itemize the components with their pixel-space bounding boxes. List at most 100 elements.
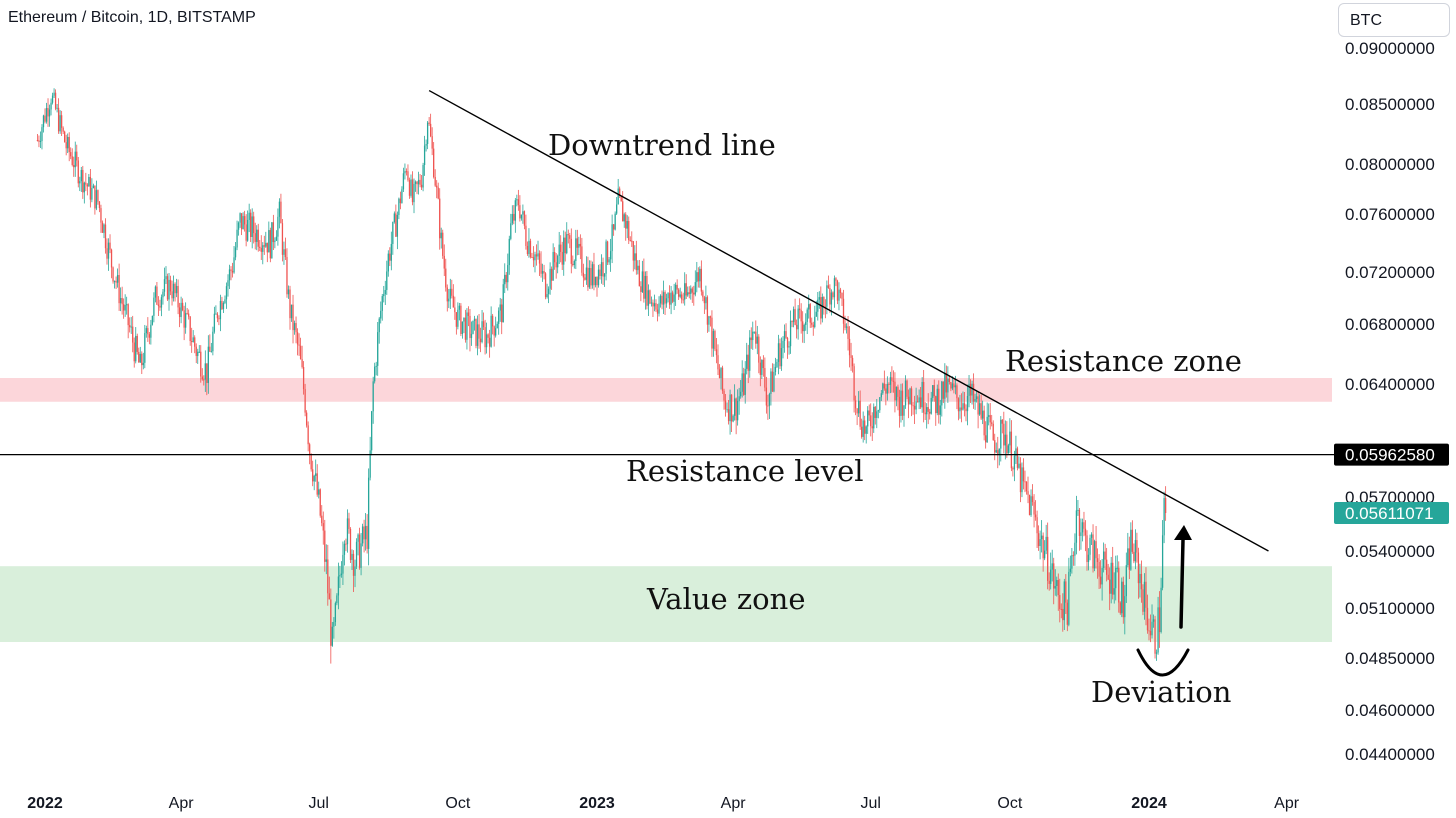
- candle: [792, 306, 795, 328]
- candle: [1068, 557, 1070, 627]
- candle: [245, 214, 247, 247]
- candle: [263, 235, 265, 255]
- candle: [210, 342, 213, 353]
- candle: [399, 191, 402, 210]
- candle: [172, 275, 175, 302]
- candle: [181, 298, 184, 312]
- candle: [697, 267, 699, 288]
- candle: [730, 394, 733, 433]
- y-tick-label: 0.09000000: [1345, 39, 1435, 58]
- candle: [794, 298, 796, 326]
- up-arrow-head: [1174, 525, 1192, 540]
- candle: [464, 309, 467, 343]
- candle: [119, 287, 122, 312]
- candle: [572, 255, 574, 267]
- candle: [64, 130, 66, 143]
- candle: [986, 402, 988, 443]
- candle: [455, 312, 458, 335]
- candle: [529, 238, 532, 259]
- candle: [38, 135, 40, 148]
- candle: [481, 310, 483, 344]
- candle: [439, 188, 441, 250]
- candle: [667, 292, 669, 303]
- candle: [761, 359, 763, 380]
- candle: [933, 379, 935, 402]
- candle: [523, 210, 526, 230]
- candle: [906, 379, 908, 400]
- candle: [526, 241, 529, 256]
- candle: [764, 357, 766, 392]
- candle: [493, 325, 495, 347]
- candle: [312, 460, 314, 487]
- candle: [305, 410, 308, 428]
- candle: [1146, 594, 1149, 634]
- candle: [183, 305, 185, 341]
- candle: [865, 425, 867, 444]
- candle: [1090, 532, 1093, 545]
- candle: [488, 329, 491, 358]
- candle: [1093, 539, 1096, 572]
- candle: [45, 102, 48, 124]
- candle: [377, 322, 379, 376]
- candle: [115, 276, 117, 289]
- candle: [935, 395, 937, 426]
- candle: [51, 92, 54, 105]
- currency-selector[interactable]: BTC: [1338, 3, 1450, 37]
- candle: [1075, 495, 1078, 555]
- candle: [700, 260, 703, 296]
- candle: [82, 165, 84, 199]
- candle: [333, 617, 335, 639]
- candle: [534, 251, 536, 273]
- candle: [942, 381, 944, 404]
- candle: [662, 280, 665, 315]
- candle: [414, 180, 417, 192]
- candle: [121, 286, 123, 315]
- annotation-resistance-level: Resistance level: [626, 454, 864, 488]
- candle: [678, 288, 680, 300]
- candle: [916, 395, 919, 403]
- candle: [322, 511, 324, 545]
- candle: [696, 261, 698, 293]
- candle: [602, 257, 604, 285]
- candle: [886, 376, 889, 401]
- candle: [101, 220, 104, 233]
- candle: [997, 436, 999, 469]
- candle: [1107, 563, 1109, 581]
- candle: [585, 256, 588, 285]
- downtrend-line: [428, 89, 1269, 552]
- candle: [76, 144, 78, 167]
- candle: [637, 260, 639, 275]
- candle: [83, 181, 85, 204]
- candle: [587, 256, 589, 291]
- candle: [1034, 500, 1037, 521]
- candle: [386, 260, 388, 295]
- candle: [821, 293, 823, 323]
- candle: [597, 264, 600, 288]
- candle: [740, 380, 742, 399]
- candle: [1007, 443, 1010, 454]
- candle: [375, 361, 377, 376]
- candle: [369, 436, 371, 481]
- candle: [817, 291, 819, 321]
- candle: [1063, 578, 1065, 631]
- candle: [578, 236, 580, 255]
- candle: [977, 391, 979, 429]
- candle: [451, 279, 453, 299]
- candle: [1104, 543, 1106, 570]
- candle: [118, 263, 120, 311]
- candle: [898, 389, 901, 428]
- candle: [596, 276, 598, 297]
- candle: [782, 336, 784, 359]
- candle: [1022, 458, 1025, 490]
- candle: [538, 250, 541, 276]
- candle: [57, 98, 60, 134]
- candle: [1095, 525, 1097, 569]
- candle: [833, 275, 836, 308]
- candle: [127, 303, 129, 339]
- candle: [514, 198, 516, 233]
- candle: [507, 253, 509, 291]
- candle: [473, 315, 476, 331]
- candle: [129, 317, 131, 333]
- candle: [611, 214, 613, 264]
